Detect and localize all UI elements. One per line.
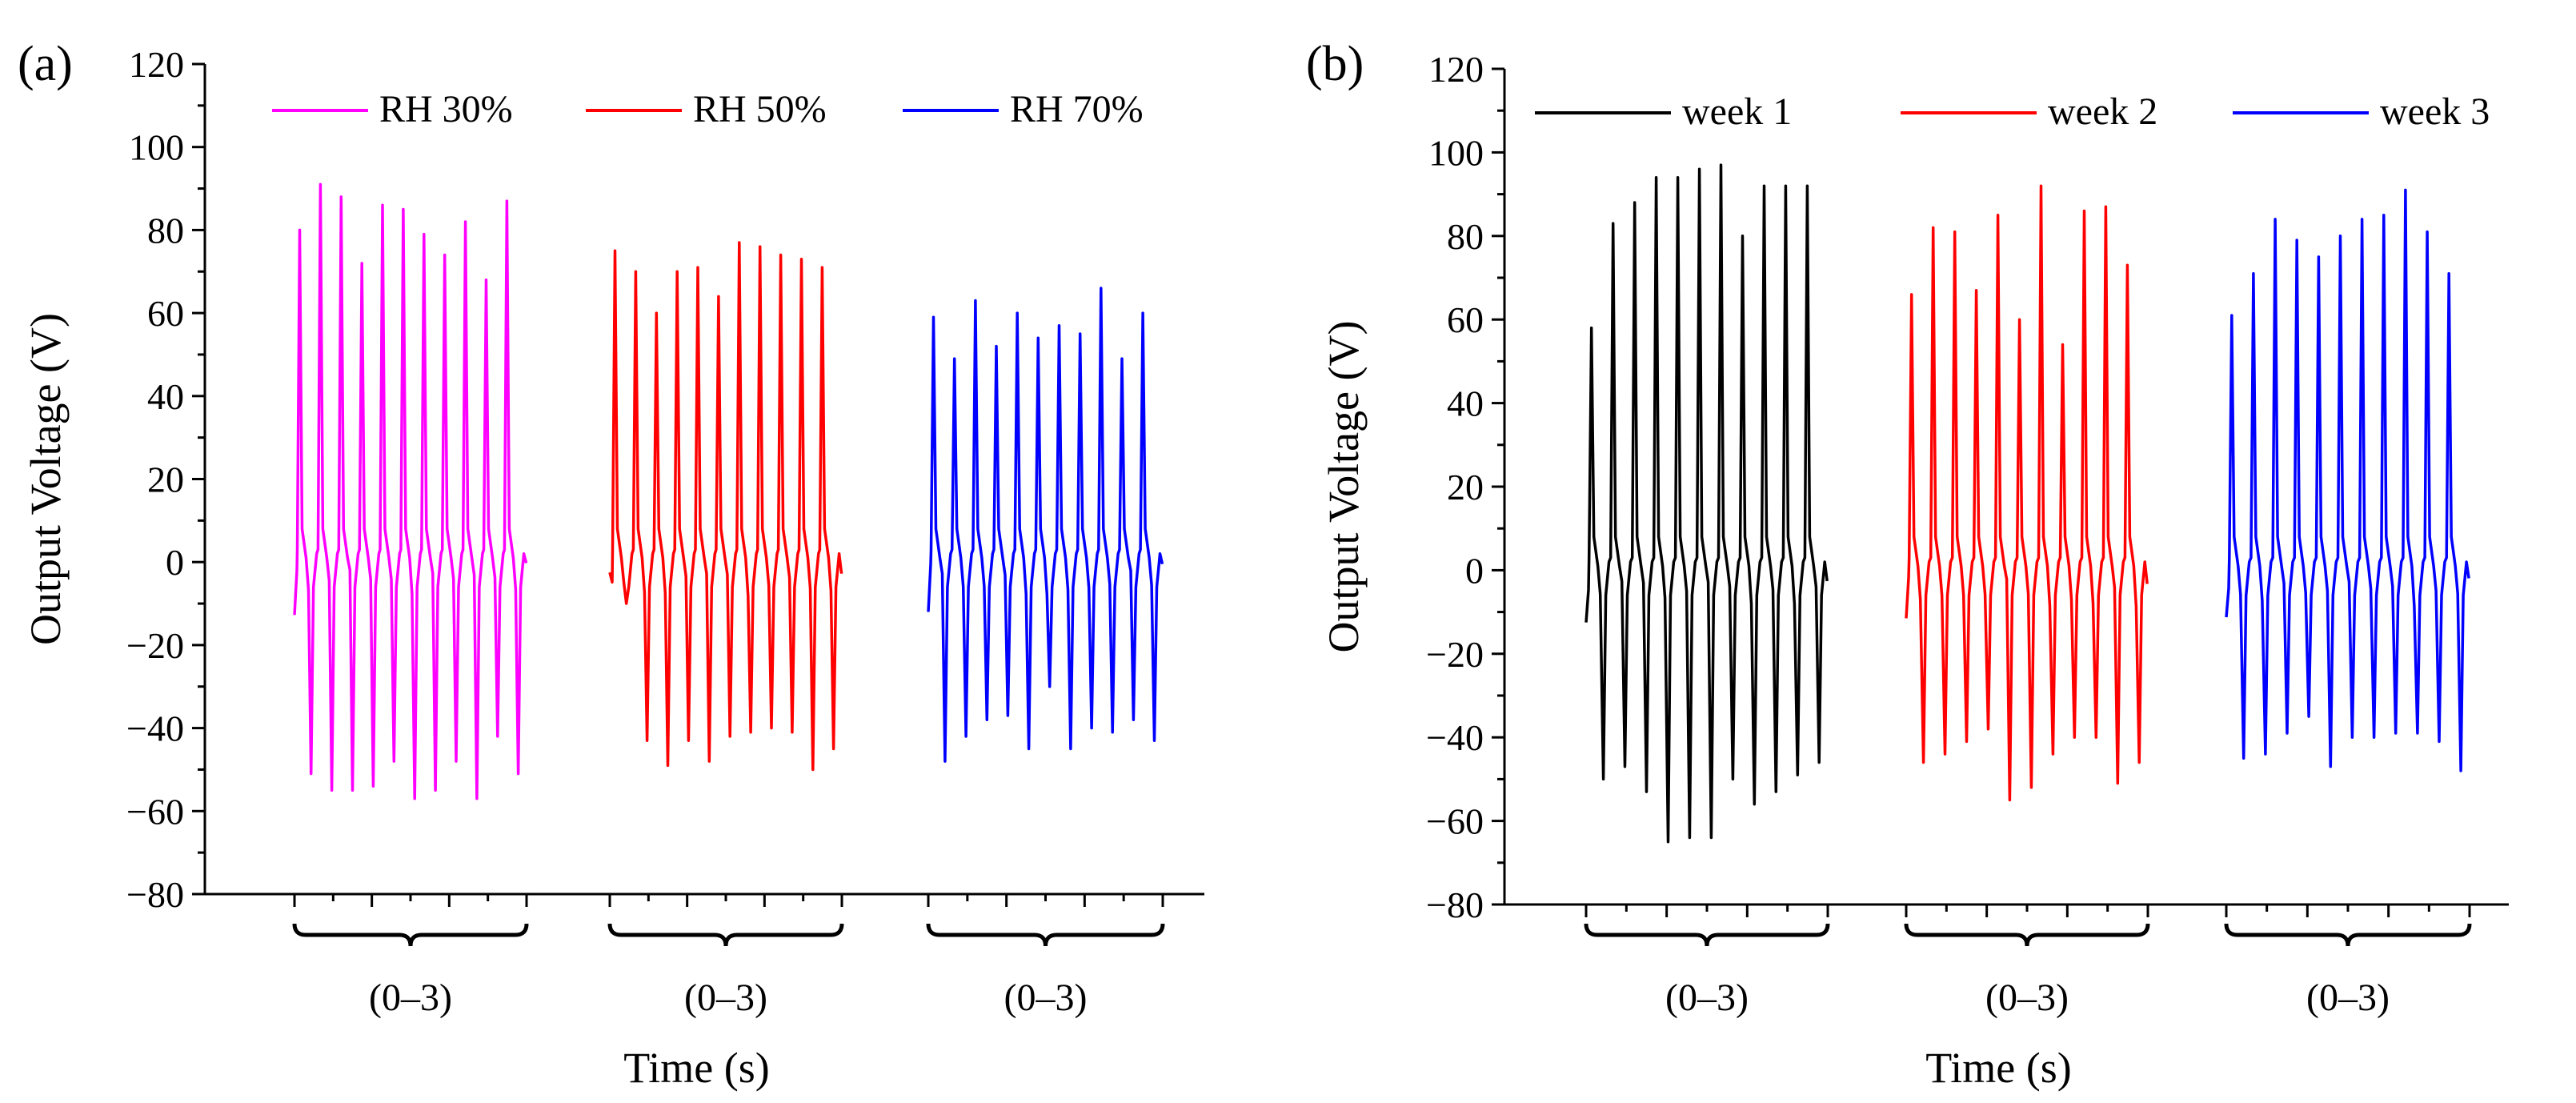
y-tick-label: 60 xyxy=(147,293,184,334)
y-tick-label: 120 xyxy=(1428,49,1484,90)
panel-label: (a) xyxy=(18,37,73,91)
group-tick-label: (0–3) xyxy=(1665,977,1749,1019)
panel-a: −80 −60 −40 −20 0 20 40 60 80 100 120 (a) Output Vol… xyxy=(18,37,1204,1092)
y-tick-label: 60 xyxy=(1447,299,1484,340)
group-bracket xyxy=(607,923,844,947)
series-line xyxy=(1905,184,2149,802)
y-tick-label: −20 xyxy=(126,625,184,666)
legend-label: RH 30% xyxy=(379,88,513,130)
legend-label: week 1 xyxy=(1682,90,1792,133)
y-tick-label: −60 xyxy=(1426,801,1484,842)
panel-label: (b) xyxy=(1306,37,1364,91)
y-tick-label: −40 xyxy=(1426,717,1484,758)
y-tick-label: 120 xyxy=(129,44,184,85)
group-tick-label: (0–3) xyxy=(2306,977,2390,1019)
group-bracket xyxy=(926,923,1165,947)
x-axis-title: Time (s) xyxy=(623,1044,770,1092)
series-line xyxy=(293,182,528,800)
group-bracket xyxy=(1584,923,1830,947)
series-line xyxy=(2225,188,2470,772)
legend-label: week 3 xyxy=(2380,90,2490,133)
y-axis-title: Output Voltage (V) xyxy=(22,313,70,645)
y-tick-label: −80 xyxy=(126,874,184,915)
series-line xyxy=(927,287,1164,763)
y-tick-label: 100 xyxy=(1428,132,1484,173)
y-tick-label: 40 xyxy=(147,376,184,417)
y-tick-label: −40 xyxy=(126,708,184,749)
y-tick-label: 40 xyxy=(1447,383,1484,424)
y-tick-label: −60 xyxy=(126,791,184,832)
y-tick-label: 80 xyxy=(1447,216,1484,257)
y-tick-label: 20 xyxy=(147,459,184,500)
group-tick-label: (0–3) xyxy=(1985,977,2069,1019)
y-tick-label: −20 xyxy=(1426,634,1484,675)
group-bracket xyxy=(292,923,529,947)
y-tick-label: 0 xyxy=(166,542,184,583)
series-line xyxy=(608,241,843,772)
group-tick-label: (0–3) xyxy=(369,977,452,1019)
y-tick-label: 0 xyxy=(1465,550,1484,591)
x-axis-title: Time (s) xyxy=(1925,1044,2072,1092)
panel-b: −80 −60 −40 −20 0 20 40 60 80 100 120 (b) Output Vol… xyxy=(1306,37,2509,1092)
series-line xyxy=(1584,163,1829,844)
y-axis-title: Output Voltage (V) xyxy=(1320,321,1368,653)
legend-label: RH 70% xyxy=(1010,88,1144,130)
group-bracket xyxy=(1904,923,2150,947)
legend-label: week 2 xyxy=(2048,90,2157,133)
y-tick-label: 20 xyxy=(1447,467,1484,507)
y-tick-label: 100 xyxy=(129,127,184,168)
y-tick-label: 80 xyxy=(147,210,184,251)
group-tick-label: (0–3) xyxy=(684,977,767,1019)
legend-label: RH 50% xyxy=(693,88,827,130)
group-bracket xyxy=(2224,923,2472,947)
y-tick-label: −80 xyxy=(1426,884,1484,925)
group-tick-label: (0–3) xyxy=(1004,977,1088,1019)
